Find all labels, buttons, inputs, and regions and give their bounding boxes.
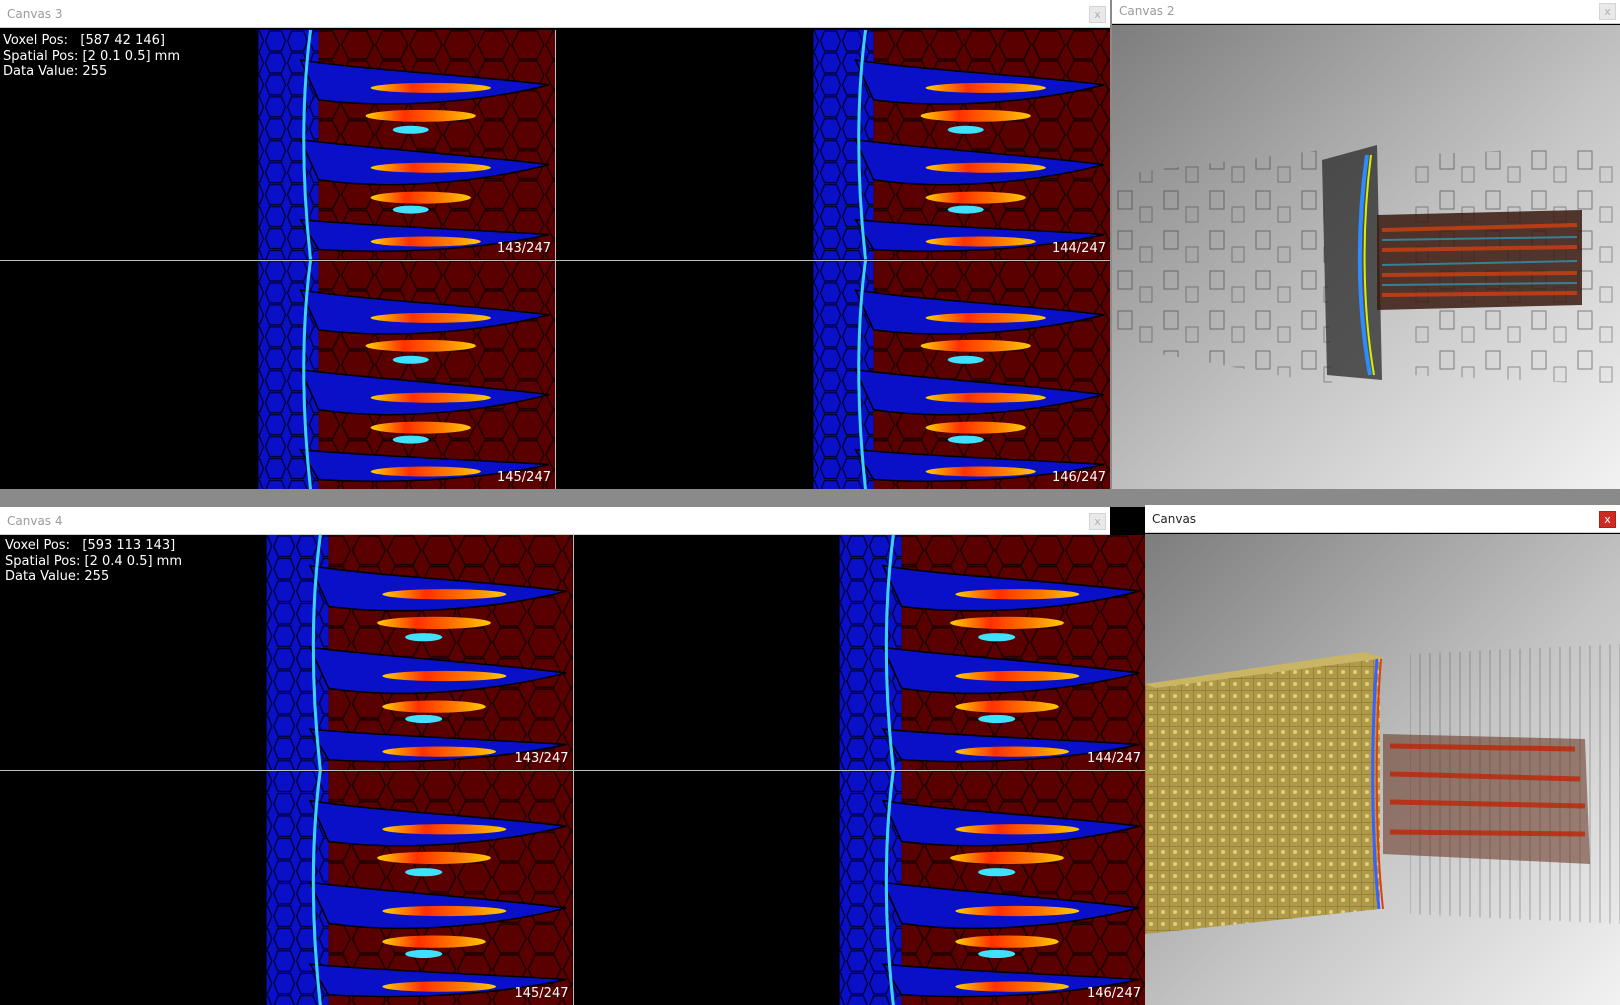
canvas3-title: Canvas 3 bbox=[7, 7, 63, 21]
canvas2-close-button[interactable]: x bbox=[1599, 3, 1616, 20]
slice-index-label: 145/247 bbox=[496, 470, 551, 485]
canvas3-window[interactable]: Canvas 3 x 143/247 bbox=[0, 0, 1110, 489]
canvas4-slice-0[interactable]: 143/247 bbox=[0, 535, 573, 770]
canvas-3d-viewport[interactable] bbox=[1145, 534, 1620, 1005]
microscopy-slice-image bbox=[0, 30, 555, 260]
canvas3-slice-0[interactable]: 143/247 bbox=[0, 30, 555, 260]
canvas4-divider-vertical bbox=[572, 535, 574, 1005]
canvas3-close-button[interactable]: x bbox=[1089, 6, 1106, 23]
canvas3-slice-2[interactable]: 145/247 bbox=[0, 259, 555, 489]
canvas3-divider-vertical bbox=[555, 30, 556, 489]
spatial-pos-label: Spatial Pos: bbox=[5, 553, 81, 569]
data-value-label: Data Value: bbox=[5, 569, 81, 584]
canvas4-titlebar[interactable]: Canvas 4 x bbox=[0, 507, 1110, 535]
canvas3-titlebar[interactable]: Canvas 3 x bbox=[0, 0, 1110, 28]
canvas3-slice-3[interactable]: 146/247 bbox=[555, 259, 1110, 489]
canvas-titlebar[interactable]: Canvas x bbox=[1145, 505, 1620, 533]
canvas2-titlebar[interactable]: Canvas 2 x bbox=[1112, 0, 1620, 24]
data-value-value: 255 bbox=[82, 64, 108, 79]
microscopy-slice-image bbox=[555, 259, 1110, 489]
canvas3-viewport[interactable]: 143/247 144/247 bbox=[0, 30, 1110, 489]
canvas4-close-button[interactable]: x bbox=[1089, 513, 1106, 530]
microscopy-slice-image bbox=[572, 535, 1145, 770]
canvas-title: Canvas bbox=[1152, 512, 1197, 526]
canvas4-slice-1[interactable]: 144/247 bbox=[572, 535, 1145, 770]
spatial-pos-value: [2 0.4 0.5] mm bbox=[84, 553, 183, 569]
slice-index-label: 144/247 bbox=[1086, 751, 1141, 766]
spatial-pos-label: Spatial Pos: bbox=[3, 48, 79, 64]
slice-index-label: 143/247 bbox=[514, 751, 569, 766]
data-value-value: 255 bbox=[84, 569, 110, 584]
canvas-window[interactable]: Canvas x bbox=[1145, 505, 1620, 1005]
canvas4-title: Canvas 4 bbox=[7, 514, 63, 528]
canvas-volume-render bbox=[1145, 534, 1620, 1005]
canvas2-window[interactable]: Canvas 2 x bbox=[1112, 0, 1620, 489]
canvas2-title: Canvas 2 bbox=[1119, 4, 1175, 18]
voxel-pos-label: Voxel Pos: bbox=[5, 538, 70, 553]
canvas-close-button[interactable]: x bbox=[1599, 511, 1616, 528]
canvas4-slice-2[interactable]: 145/247 bbox=[0, 770, 573, 1005]
slice-index-label: 144/247 bbox=[1051, 240, 1106, 256]
voxel-pos-label: Voxel Pos: bbox=[3, 33, 68, 48]
spatial-pos-value: [2 0.1 0.5] mm bbox=[82, 48, 181, 64]
canvas2-3d-viewport[interactable] bbox=[1112, 25, 1620, 489]
microscopy-slice-image bbox=[0, 259, 555, 489]
canvas4-slice-3[interactable]: 146/247 bbox=[572, 770, 1145, 1005]
slice-index-label: 146/247 bbox=[1051, 470, 1106, 485]
canvas4-window[interactable]: Canvas 4 x 143/247 bbox=[0, 507, 1145, 1005]
canvas3-voxel-info: Voxel Pos: [587 42 146] Spatial Pos: [2 … bbox=[3, 33, 180, 80]
slice-index-label: 145/247 bbox=[514, 986, 569, 1001]
voxel-pos-value: [593 113 143] bbox=[82, 538, 176, 553]
microscopy-slice-image bbox=[0, 535, 573, 770]
data-value-label: Data Value: bbox=[3, 64, 79, 79]
microscopy-slice-image bbox=[555, 30, 1110, 260]
microscopy-slice-image bbox=[0, 770, 573, 1005]
canvas3-slice-1[interactable]: 144/247 bbox=[555, 30, 1110, 260]
slice-index-label: 146/247 bbox=[1086, 986, 1141, 1001]
canvas4-viewport[interactable]: 143/247 144/247 bbox=[0, 535, 1145, 1005]
canvas4-voxel-info: Voxel Pos: [593 113 143] Spatial Pos: [2… bbox=[5, 538, 182, 585]
microscopy-slice-image bbox=[572, 770, 1145, 1005]
canvas2-volume-render bbox=[1112, 25, 1620, 489]
voxel-pos-value: [587 42 146] bbox=[80, 33, 165, 48]
slice-index-label: 143/247 bbox=[496, 240, 551, 256]
